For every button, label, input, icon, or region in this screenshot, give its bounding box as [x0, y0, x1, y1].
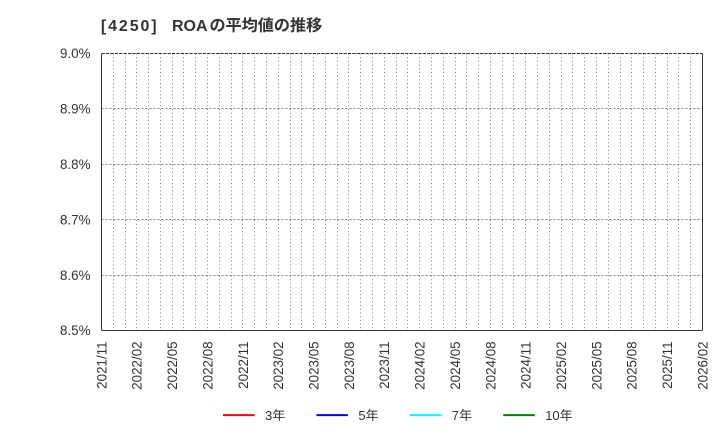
svg-text:10: 10 [545, 408, 559, 423]
svg-text:2024/02: 2024/02 [413, 341, 428, 389]
svg-text:2022/05: 2022/05 [165, 341, 180, 389]
svg-text:2025/02: 2025/02 [554, 341, 569, 389]
svg-text:2024/05: 2024/05 [448, 341, 463, 389]
svg-text:3: 3 [265, 408, 272, 423]
svg-text:9.0%: 9.0% [60, 46, 91, 61]
svg-text:2022/08: 2022/08 [200, 341, 215, 389]
svg-text:2023/02: 2023/02 [271, 341, 286, 389]
svg-text:8.7%: 8.7% [60, 212, 91, 227]
svg-text:2025/11: 2025/11 [660, 341, 675, 388]
svg-text:8.6%: 8.6% [60, 268, 91, 283]
svg-text:ROA: ROA [172, 18, 208, 35]
svg-text:2023/11: 2023/11 [377, 341, 392, 388]
svg-text:7: 7 [452, 408, 459, 423]
svg-text:8.5%: 8.5% [60, 323, 91, 338]
svg-text:8.9%: 8.9% [60, 102, 91, 117]
svg-text:2024/08: 2024/08 [483, 341, 498, 389]
svg-text:2021/11: 2021/11 [94, 341, 109, 388]
svg-text:2022/11: 2022/11 [236, 341, 251, 388]
svg-text:[4250]: [4250] [101, 18, 159, 35]
svg-text:2026/02: 2026/02 [695, 341, 710, 389]
svg-text:2022/02: 2022/02 [130, 341, 145, 389]
svg-text:2025/05: 2025/05 [589, 341, 604, 389]
svg-text:2023/08: 2023/08 [342, 341, 357, 389]
svg-text:2025/08: 2025/08 [625, 341, 640, 389]
svg-text:2024/11: 2024/11 [519, 341, 534, 388]
svg-text:2023/05: 2023/05 [307, 341, 322, 389]
svg-text:5: 5 [358, 408, 365, 423]
svg-text:8.8%: 8.8% [60, 157, 91, 172]
